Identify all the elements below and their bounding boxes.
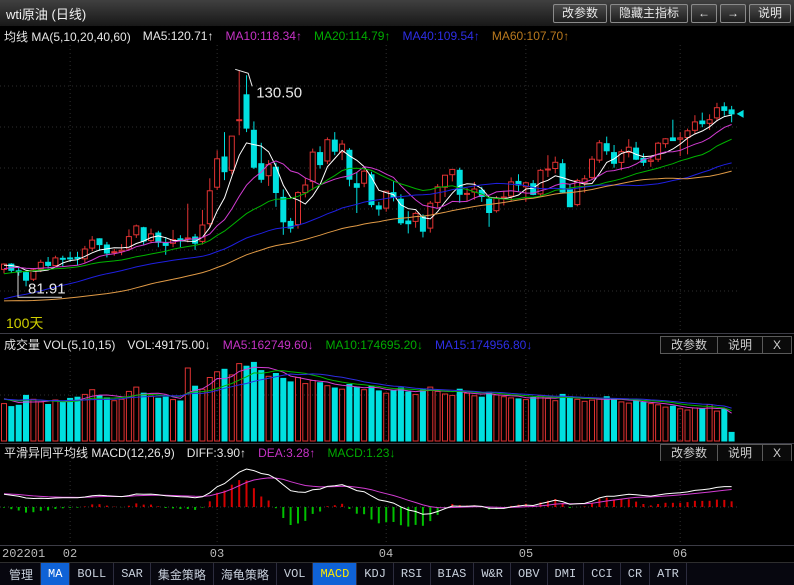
vol-ma10-value: MA10:174695.20↓ (325, 337, 423, 352)
help-button[interactable]: 说明 (748, 3, 791, 23)
axis-label-05: 05 (518, 547, 534, 561)
tab-turtle-strategy[interactable]: 海龟策略 (214, 563, 277, 585)
axis-label-04: 04 (378, 547, 394, 561)
volume-panel-header: 成交量 VOL(5,10,15) VOL:49175.00↓ MA5:16274… (0, 333, 794, 355)
svg-text:81.91: 81.91 (28, 280, 66, 297)
tab-boll[interactable]: BOLL (70, 563, 115, 585)
change-params-button[interactable]: 改参数 (552, 3, 607, 23)
ma60-value: MA60:107.70↑ (491, 29, 570, 43)
tab-bias[interactable]: BIAS (431, 563, 475, 585)
tab-obv[interactable]: OBV (511, 563, 548, 585)
diff-value: DIFF:3.90↑ (186, 445, 247, 460)
x-axis: 202201 02 03 04 05 06 (0, 545, 794, 562)
ma5-value: MA5:120.71↑ (142, 29, 214, 43)
tab-cci[interactable]: CCI (584, 563, 621, 585)
indicator-tab-bar: 管理 MA BOLL SAR 集金策略 海龟策略 VOL MACD KDJ RS… (0, 562, 794, 585)
volume-panel-buttons: 改参数 说明 X (659, 335, 792, 354)
volume-chart[interactable] (0, 355, 794, 443)
tab-dmi[interactable]: DMI (548, 563, 585, 585)
ma-prefix-label: 均线 MA(5,10,20,40,60) (4, 29, 131, 44)
volume-close-button[interactable]: X (761, 335, 792, 354)
ma20-value: MA20:114.79↑ (313, 29, 391, 43)
title-bar-buttons: 改参数 隐藏主指标 ← → 说明 (552, 3, 791, 23)
volume-help-button[interactable]: 说明 (716, 335, 762, 354)
tab-jijin-strategy[interactable]: 集金策略 (151, 563, 214, 585)
axis-label-202201: 202201 (2, 547, 46, 561)
vol-value: VOL:49175.00↓ (127, 337, 211, 352)
macd-panel-header: 平滑异同平均线 MACD(12,26,9) DIFF:3.90↑ DEA:3.2… (0, 443, 794, 462)
tab-wr[interactable]: W&R (474, 563, 511, 585)
macd-help-button[interactable]: 说明 (716, 443, 762, 462)
hide-main-indicator-button[interactable]: 隐藏主指标 (609, 3, 688, 23)
ma-indicator-bar: 均线 MA(5,10,20,40,60) MA5:120.71↑ MA10:11… (0, 27, 794, 45)
tab-macd[interactable]: MACD (313, 563, 358, 585)
vol-ma15-value: MA15:174956.80↓ (434, 337, 533, 352)
volume-change-params-button[interactable]: 改参数 (659, 335, 717, 354)
macd-chart[interactable] (0, 461, 794, 545)
dea-value: DEA:3.28↑ (258, 445, 316, 460)
axis-label-06: 06 (672, 547, 688, 561)
tab-atr[interactable]: ATR (650, 563, 687, 585)
page-title: wti原油 (日线) (6, 6, 87, 22)
tab-manage[interactable]: 管理 (2, 563, 42, 585)
svg-text:100天: 100天 (6, 315, 43, 331)
prev-arrow-button[interactable]: ← (690, 3, 717, 23)
tab-sar[interactable]: SAR (114, 563, 151, 585)
macd-panel-title: 平滑异同平均线 MACD(12,26,9) (4, 446, 175, 460)
ma10-value: MA10:118.34↑ (225, 29, 302, 43)
macd-change-params-button[interactable]: 改参数 (659, 443, 717, 462)
tab-ma[interactable]: MA (41, 563, 71, 585)
tab-vol[interactable]: VOL (277, 563, 314, 585)
title-bar: wti原油 (日线) 改参数 隐藏主指标 ← → 说明 (0, 0, 794, 27)
tab-kdj[interactable]: KDJ (357, 563, 394, 585)
vol-ma5-value: MA5:162749.60↓ (222, 337, 314, 352)
axis-label-02: 02 (62, 547, 78, 561)
volume-panel-title: 成交量 VOL(5,10,15) (4, 338, 116, 352)
macd-value: MACD:1.23↓ (327, 445, 396, 460)
axis-label-03: 03 (209, 547, 225, 561)
ma40-value: MA40:109.54↑ (402, 29, 480, 43)
candlestick-chart[interactable]: 130.50 81.91 100天 (0, 45, 794, 333)
macd-close-button[interactable]: X (761, 443, 792, 462)
tab-rsi[interactable]: RSI (394, 563, 431, 585)
macd-panel-buttons: 改参数 说明 X (659, 443, 792, 462)
tab-cr[interactable]: CR (621, 563, 651, 585)
svg-text:130.50: 130.50 (256, 84, 302, 101)
next-arrow-button[interactable]: → (719, 3, 746, 23)
